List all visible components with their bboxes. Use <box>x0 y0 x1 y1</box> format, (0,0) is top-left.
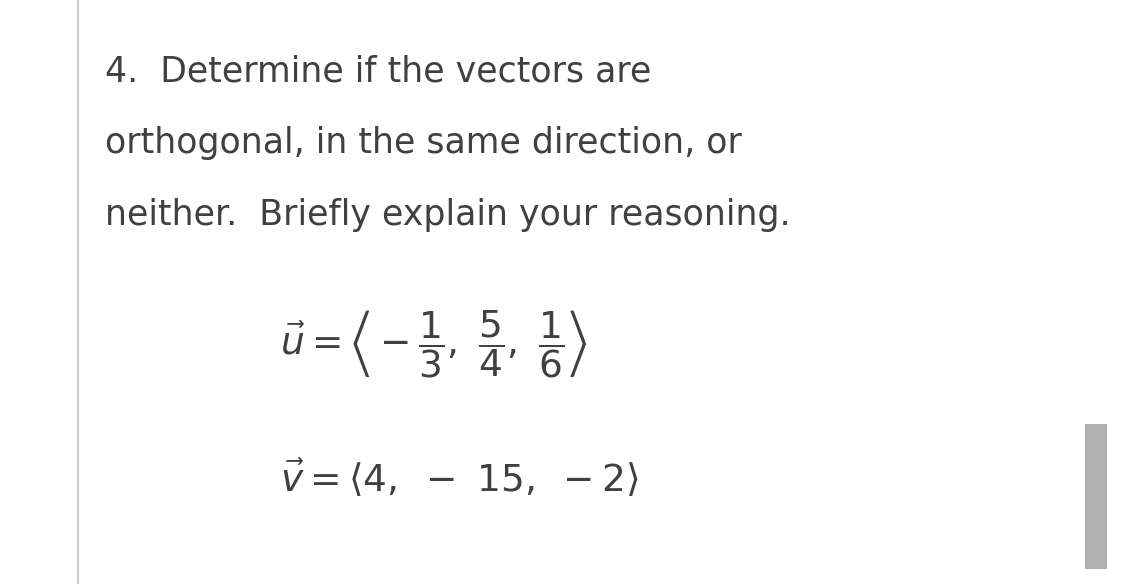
Text: $\vec{u} = \left\langle -\dfrac{1}{3},\ \dfrac{5}{4},\ \dfrac{1}{6}\right\rangle: $\vec{u} = \left\langle -\dfrac{1}{3},\ … <box>280 308 588 380</box>
Bar <box>1084 424 1107 569</box>
Text: neither.  Briefly explain your reasoning.: neither. Briefly explain your reasoning. <box>105 198 791 232</box>
Text: $\vec{v} = \langle 4,\ -\ 15,\ -2\rangle$: $\vec{v} = \langle 4,\ -\ 15,\ -2\rangle… <box>280 458 639 500</box>
Text: 4.  Determine if the vectors are: 4. Determine if the vectors are <box>105 54 651 88</box>
Text: orthogonal, in the same direction, or: orthogonal, in the same direction, or <box>105 126 741 160</box>
